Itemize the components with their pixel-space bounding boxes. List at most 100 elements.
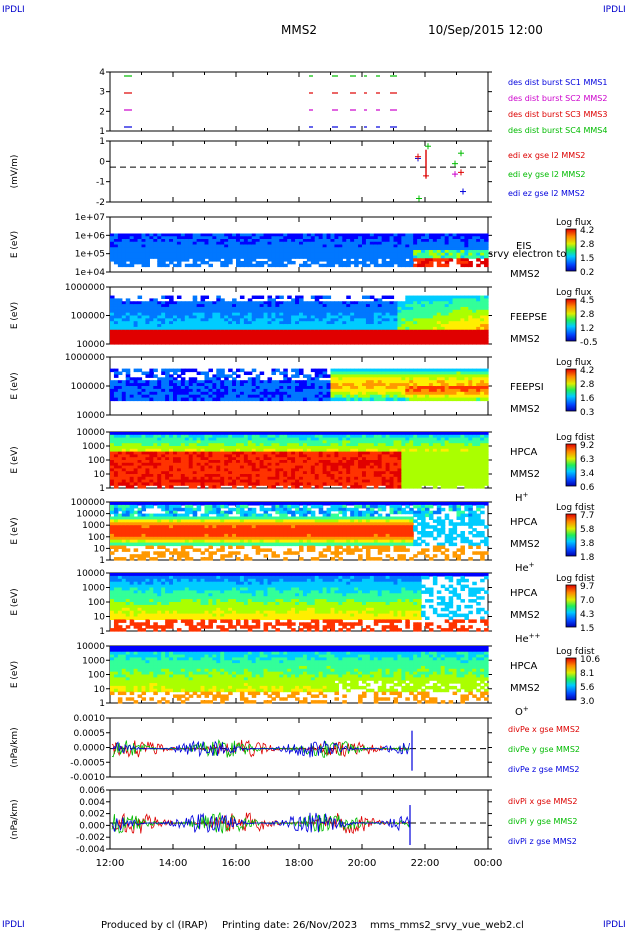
heatmap-cell xyxy=(330,247,336,251)
heatmap-cell xyxy=(346,386,351,390)
heatmap-cell xyxy=(161,252,166,257)
heatmap-cell xyxy=(184,315,190,319)
heatmap-cell xyxy=(263,315,269,319)
heatmap-cell xyxy=(393,247,399,251)
heatmap-cell xyxy=(472,338,477,342)
heatmap-cell xyxy=(212,462,217,467)
heatmap-cell xyxy=(117,468,123,472)
heatmap-cell xyxy=(456,383,462,387)
heatmap-cell xyxy=(275,386,280,390)
heatmap-cell xyxy=(417,335,422,339)
heatmap-cell xyxy=(287,386,292,390)
heatmap-cell xyxy=(165,465,170,469)
heatmap-cell xyxy=(334,321,339,325)
heatmap-cell xyxy=(137,338,143,342)
heatmap-cell xyxy=(184,386,190,390)
heatmap-cell xyxy=(113,482,119,486)
heatmap-cell xyxy=(188,368,194,373)
heatmap-cell xyxy=(110,462,115,467)
heatmap-cell xyxy=(255,241,261,246)
heatmap-cell xyxy=(409,318,414,322)
heatmap-cell xyxy=(188,434,194,439)
heatmap-cell xyxy=(224,434,229,439)
heatmap-cell xyxy=(275,397,280,402)
heatmap-cell xyxy=(141,244,147,248)
heatmap-cell xyxy=(464,252,469,257)
heatmap-cell xyxy=(291,241,296,246)
heatmap-cell xyxy=(157,247,162,251)
heatmap-cell xyxy=(409,332,414,337)
heatmap-cell xyxy=(129,321,135,325)
heatmap-cell xyxy=(243,434,249,439)
heatmap-cell xyxy=(440,263,446,268)
heatmap-cell xyxy=(448,394,454,399)
heatmap-cell xyxy=(425,329,430,334)
heatmap-cell xyxy=(184,368,190,373)
heatmap-cell xyxy=(137,462,143,467)
heatmap-cell xyxy=(165,397,170,402)
heatmap-cell xyxy=(401,324,406,328)
heatmap-cell xyxy=(125,338,131,342)
heatmap-cell xyxy=(157,263,162,268)
heatmap-cell xyxy=(220,443,225,447)
heatmap-cell xyxy=(421,247,426,251)
heatmap-cell xyxy=(428,252,434,257)
heatmap-cell xyxy=(110,250,115,254)
heatmap-cell xyxy=(362,335,367,339)
heatmap-cell xyxy=(397,315,402,319)
heatmap-cell xyxy=(326,437,332,441)
heatmap-cell xyxy=(153,244,158,248)
heatmap-cell xyxy=(208,250,213,254)
heatmap-cell xyxy=(381,394,387,399)
heatmap-cell xyxy=(291,386,296,390)
heatmap-cell xyxy=(224,386,229,390)
heatmap-cell xyxy=(169,301,174,305)
heatmap-cell xyxy=(452,383,458,387)
heatmap-cell xyxy=(322,368,328,373)
heatmap-cell xyxy=(173,338,178,342)
heatmap-cell xyxy=(129,250,135,254)
heatmap-cell xyxy=(334,329,339,334)
heatmap-cell xyxy=(271,233,276,237)
heatmap-cell xyxy=(468,383,473,387)
heatmap-cell xyxy=(314,236,320,240)
heatmap-cell xyxy=(310,443,316,447)
heatmap-cell xyxy=(440,295,446,299)
heatmap-cell xyxy=(129,394,135,399)
heatmap-cell xyxy=(228,329,233,334)
heatmap-cell xyxy=(401,309,406,314)
heatmap-cell xyxy=(251,241,257,246)
heatmap-cell xyxy=(365,250,371,254)
heatmap-cell xyxy=(275,391,280,396)
heatmap-cell xyxy=(464,371,469,375)
heatmap-cell xyxy=(310,394,316,399)
heatmap-cell xyxy=(220,471,225,475)
heatmap-cell xyxy=(397,324,402,328)
heatmap-cell xyxy=(468,233,473,237)
heatmap-cell xyxy=(381,324,387,328)
heatmap-cell xyxy=(275,443,280,447)
heatmap-cell xyxy=(397,383,402,387)
heatmap-cell xyxy=(299,479,304,483)
heatmap-cell xyxy=(464,326,469,331)
heatmap-cell xyxy=(239,233,245,237)
heatmap-cell xyxy=(212,468,217,472)
heatmap-cell xyxy=(432,338,438,342)
heatmap-cell xyxy=(251,255,257,259)
heatmap-cell xyxy=(129,244,135,248)
heatmap-cell xyxy=(259,448,265,453)
heatmap-cell xyxy=(480,386,485,390)
heatmap-cell xyxy=(173,465,178,469)
heatmap-cell xyxy=(302,341,308,345)
heatmap-cell xyxy=(212,388,217,393)
heatmap-cell xyxy=(452,295,458,299)
heatmap-cell xyxy=(330,250,336,254)
heatmap-cell xyxy=(295,474,300,478)
heatmap-cell xyxy=(196,479,202,483)
heatmap-cell xyxy=(192,263,198,268)
heatmap-cell xyxy=(165,239,170,243)
heatmap-cell xyxy=(417,301,422,305)
heatmap-cell xyxy=(365,374,371,378)
heatmap-cell xyxy=(133,446,139,450)
heatmap-cell xyxy=(117,397,123,402)
